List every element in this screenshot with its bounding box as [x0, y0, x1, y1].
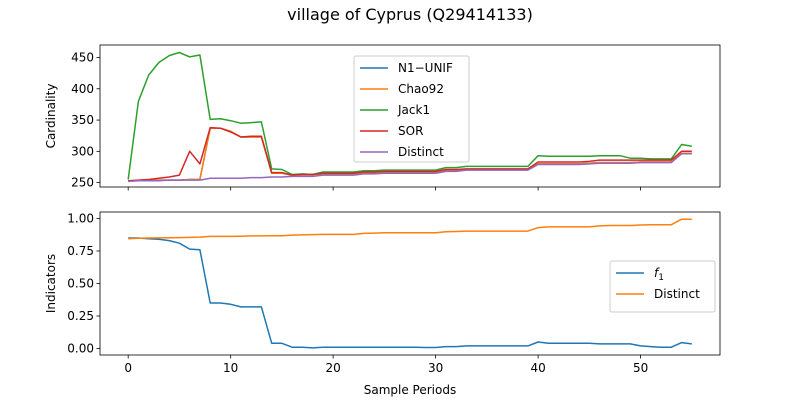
series-line-f1 [128, 237, 692, 349]
legend-label: Distinct [654, 287, 700, 301]
legend-label: N1−UNIF [398, 61, 453, 75]
indicators-panel: 0.00 0.25 0.50 0.75 1.00 0 10 20 30 40 50 Indicator… [44, 212, 721, 397]
legend-label: Chao92 [398, 82, 444, 96]
y-axis-label: Indicators [44, 254, 58, 313]
x-tick-label: 40 [530, 361, 545, 375]
y-tick-label: 0.50 [67, 277, 94, 291]
y-tick-label: 350 [71, 113, 94, 127]
legend-label: Jack1 [397, 103, 430, 117]
legend-label: Distinct [398, 145, 444, 159]
legend: f1 Distinct [609, 260, 716, 313]
y-tick-label: 0.75 [67, 244, 94, 258]
y-tick-label: 1.00 [67, 212, 94, 226]
axes-frame [99, 44, 721, 188]
x-tick-label: 0 [124, 361, 132, 375]
y-tick-label: 0.00 [67, 342, 94, 356]
y-axis-label: Cardinality [44, 84, 58, 149]
y-tick-label: 400 [71, 82, 94, 96]
legend-label: SOR [398, 124, 423, 138]
series-line-jack1 [127, 51, 692, 180]
legend-label: f1 [654, 266, 664, 283]
x-axis-label: Sample Periods [364, 383, 456, 397]
legend-box [353, 55, 470, 163]
series-line-distinct [128, 218, 692, 240]
x-tick-label: 20 [325, 361, 340, 375]
y-tick-label: 300 [71, 144, 94, 158]
y-tick-label: 0.25 [67, 309, 94, 323]
series-line-sor [128, 126, 692, 182]
y-tick-label: 450 [71, 51, 94, 65]
cardinality-panel: 250 300 350 400 450 Cardinality N1−UNIF Chao92 J… [44, 44, 721, 191]
y-tick-label: 250 [71, 176, 94, 190]
x-tick-label: 10 [223, 361, 238, 375]
x-tick-label: 50 [633, 361, 648, 375]
series-line-distinct [128, 153, 692, 183]
chart-title: village of Cyprus (Q29414133) [287, 5, 533, 24]
legend: N1−UNIF Chao92 Jack1 SOR Distinct [353, 55, 470, 163]
x-tick-label: 30 [428, 361, 443, 375]
